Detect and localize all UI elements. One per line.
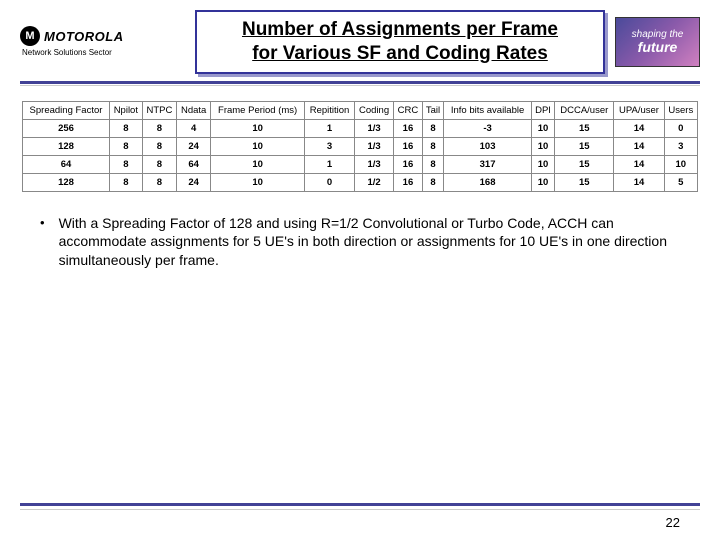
title-line-2: for Various SF and Coding Rates <box>252 43 548 64</box>
table-cell: 8 <box>422 155 444 173</box>
table-cell: 15 <box>555 155 614 173</box>
table-cell: 8 <box>422 119 444 137</box>
assignments-table: Spreading FactorNpilotNTPCNdataFrame Per… <box>22 101 698 192</box>
table-cell: 14 <box>614 119 664 137</box>
table-header-cell: Frame Period (ms) <box>211 101 305 119</box>
table-header-cell: Npilot <box>109 101 142 119</box>
table-cell: 10 <box>211 119 305 137</box>
table-cell: 168 <box>444 173 532 191</box>
table-cell: 64 <box>23 155 110 173</box>
title-box: Number of Assignments per Frame for Vari… <box>195 10 605 74</box>
table-cell: 1/3 <box>354 137 393 155</box>
table-cell: 10 <box>531 137 554 155</box>
table-cell: 24 <box>177 137 211 155</box>
table-cell: 1/2 <box>354 173 393 191</box>
table-row: 6488641011/316831710151410 <box>23 155 698 173</box>
table-cell: 14 <box>614 173 664 191</box>
page-number: 22 <box>666 515 680 530</box>
table-cell: 256 <box>23 119 110 137</box>
table-cell: 8 <box>109 173 142 191</box>
footer-rule <box>20 503 700 506</box>
bullet-icon: • <box>40 214 45 271</box>
table-cell: 317 <box>444 155 532 173</box>
table-cell: 10 <box>211 173 305 191</box>
bullet-block: • With a Spreading Factor of 128 and usi… <box>0 192 720 271</box>
table-header-cell: CRC <box>394 101 423 119</box>
table-header-cell: Ndata <box>177 101 211 119</box>
table-cell: 103 <box>444 137 532 155</box>
table-cell: 1 <box>305 155 355 173</box>
motorola-logo-icon: M <box>20 26 40 46</box>
table-header-cell: Users <box>664 101 697 119</box>
table-cell: 5 <box>664 173 697 191</box>
table-cell: 10 <box>531 155 554 173</box>
table-cell: 15 <box>555 173 614 191</box>
table-row: 2568841011/3168-31015140 <box>23 119 698 137</box>
table-cell: 1 <box>305 119 355 137</box>
table-container: Spreading FactorNpilotNTPCNdataFrame Per… <box>0 86 720 192</box>
table-cell: 64 <box>177 155 211 173</box>
table-cell: 16 <box>394 173 423 191</box>
table-header-cell: Info bits available <box>444 101 532 119</box>
table-cell: 0 <box>664 119 697 137</box>
table-cell: 1/3 <box>354 155 393 173</box>
table-header-cell: Spreading Factor <box>23 101 110 119</box>
table-cell: 128 <box>23 173 110 191</box>
table-header-cell: NTPC <box>142 101 176 119</box>
table-row: 12888241001/21681681015145 <box>23 173 698 191</box>
table-cell: 16 <box>394 137 423 155</box>
table-cell: 10 <box>211 155 305 173</box>
footer-rule-shadow <box>20 509 700 510</box>
table-header-row: Spreading FactorNpilotNTPCNdataFrame Per… <box>23 101 698 119</box>
brand-name: MOTOROLA <box>44 29 124 44</box>
table-cell: 8 <box>142 119 176 137</box>
table-cell: 8 <box>142 155 176 173</box>
brand-subtitle: Network Solutions Sector <box>22 48 112 57</box>
title-line-1: Number of Assignments per Frame <box>242 19 558 40</box>
header-rule <box>20 81 700 84</box>
badge-line-1: shaping the <box>632 29 684 40</box>
table-cell: 15 <box>555 137 614 155</box>
table-cell: 16 <box>394 155 423 173</box>
table-cell: -3 <box>444 119 532 137</box>
table-cell: 1/3 <box>354 119 393 137</box>
logo-block: M MOTOROLA Network Solutions Sector <box>20 26 185 57</box>
table-cell: 10 <box>664 155 697 173</box>
table-cell: 10 <box>531 119 554 137</box>
table-cell: 14 <box>614 155 664 173</box>
table-header-cell: Coding <box>354 101 393 119</box>
table-row: 12888241031/31681031015143 <box>23 137 698 155</box>
table-header-cell: UPA/user <box>614 101 664 119</box>
page-title: Number of Assignments per Frame for Vari… <box>209 18 591 66</box>
table-cell: 10 <box>531 173 554 191</box>
table-cell: 8 <box>142 173 176 191</box>
table-cell: 16 <box>394 119 423 137</box>
table-cell: 4 <box>177 119 211 137</box>
table-cell: 8 <box>422 137 444 155</box>
table-cell: 8 <box>109 137 142 155</box>
table-cell: 3 <box>664 137 697 155</box>
table-cell: 8 <box>422 173 444 191</box>
table-header-cell: Tail <box>422 101 444 119</box>
table-cell: 8 <box>109 155 142 173</box>
table-cell: 10 <box>211 137 305 155</box>
badge-line-2: future <box>638 40 678 55</box>
table-cell: 3 <box>305 137 355 155</box>
table-header-cell: DPI <box>531 101 554 119</box>
future-badge: shaping the future <box>615 17 700 67</box>
table-cell: 8 <box>109 119 142 137</box>
table-cell: 128 <box>23 137 110 155</box>
table-cell: 24 <box>177 173 211 191</box>
header: M MOTOROLA Network Solutions Sector Numb… <box>0 0 720 79</box>
bullet-text: With a Spreading Factor of 128 and using… <box>59 214 680 271</box>
table-body: 2568841011/3168-3101514012888241031/3168… <box>23 119 698 191</box>
table-header-cell: Repitition <box>305 101 355 119</box>
table-cell: 14 <box>614 137 664 155</box>
table-cell: 15 <box>555 119 614 137</box>
table-header-cell: DCCA/user <box>555 101 614 119</box>
table-cell: 0 <box>305 173 355 191</box>
table-cell: 8 <box>142 137 176 155</box>
